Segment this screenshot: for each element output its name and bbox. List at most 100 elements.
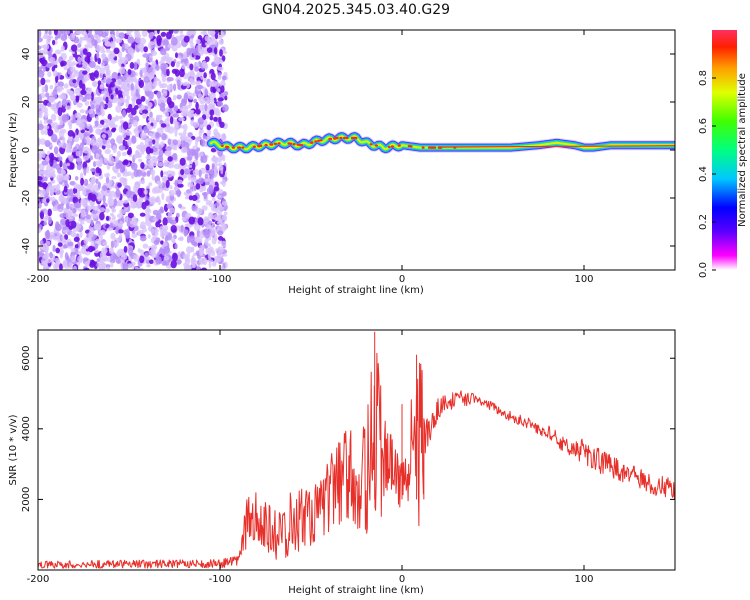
noise-blob — [195, 238, 199, 243]
noise-blob — [89, 182, 94, 188]
noise-blob — [216, 255, 222, 263]
noise-blob — [57, 107, 63, 117]
noise-blob — [219, 59, 223, 64]
1-xtick-label: -200 — [27, 574, 50, 585]
noise-blob — [72, 114, 76, 124]
noise-blob — [131, 233, 138, 238]
noise-blob — [160, 170, 164, 178]
noise-blob — [172, 152, 178, 161]
ridge-peak — [421, 146, 425, 149]
noise-blob — [193, 121, 199, 129]
noise-blob — [221, 179, 226, 188]
noise-blob — [94, 223, 102, 231]
noise-blob — [136, 204, 141, 209]
noise-blob — [171, 236, 176, 243]
noise-blob — [200, 123, 204, 129]
noise-blob — [171, 45, 178, 52]
noise-blob — [74, 87, 81, 95]
noise-blob — [216, 195, 222, 198]
noise-blob — [91, 145, 98, 154]
spectrogram-heatmap — [38, 30, 675, 270]
noise-blob — [38, 94, 42, 103]
noise-blob — [56, 33, 61, 39]
noise-blob — [44, 254, 50, 258]
noise-blob — [204, 103, 208, 112]
noise-blob — [160, 105, 166, 112]
noise-blob — [152, 68, 156, 75]
noise-blob — [183, 51, 188, 60]
noise-blob — [109, 121, 115, 129]
noise-blob — [44, 169, 49, 174]
noise-blob — [161, 133, 167, 141]
noise-blob — [94, 249, 99, 254]
snr-frame — [37, 329, 676, 571]
noise-blob — [119, 165, 126, 174]
noise-blob — [148, 72, 155, 80]
noise-blob — [51, 200, 56, 206]
noise-blob — [155, 131, 160, 139]
noise-blob — [174, 69, 180, 77]
noise-blob — [184, 168, 191, 175]
noise-blob — [94, 243, 99, 250]
noise-blob — [104, 148, 111, 155]
noise-blob — [183, 92, 189, 101]
noise-blob — [95, 178, 99, 184]
noise-blob — [203, 228, 209, 235]
noise-blob — [67, 241, 74, 247]
noise-blob — [196, 80, 202, 84]
0-xtick-label: 100 — [574, 274, 593, 285]
noise-blob — [209, 115, 214, 121]
noise-blob — [210, 82, 215, 87]
noise-blob — [130, 107, 137, 116]
noise-blob — [64, 173, 70, 181]
noise-blob — [80, 209, 86, 218]
noise-blob — [190, 119, 195, 126]
noise-blob — [97, 194, 102, 202]
noise-blob — [223, 91, 229, 96]
noise-blob — [192, 48, 199, 56]
noise-blob — [102, 94, 110, 98]
noise-blob — [66, 202, 70, 211]
noise-blob — [188, 195, 193, 201]
noise-blob — [213, 47, 218, 55]
noise-blob — [44, 111, 49, 119]
noise-blob — [117, 237, 122, 242]
ridge-peak — [292, 143, 296, 146]
noise-blob — [193, 242, 198, 247]
noise-blob — [145, 62, 149, 68]
noise-blob — [200, 155, 204, 163]
noise-blob — [101, 45, 105, 52]
noise-blob — [203, 216, 210, 223]
noise-blob — [208, 184, 214, 192]
noise-blob — [217, 236, 224, 241]
noise-blob — [116, 135, 123, 143]
noise-blob — [88, 245, 94, 253]
noise-blob — [222, 191, 227, 197]
noise-blob — [52, 236, 59, 241]
noise-blob — [140, 235, 147, 242]
noise-blob — [58, 156, 63, 161]
noise-blob — [40, 77, 46, 86]
noise-blob — [84, 44, 90, 48]
noise-blob — [183, 35, 190, 43]
noise-blob — [105, 48, 111, 53]
noise-blob — [184, 223, 190, 227]
noise-blob — [38, 70, 45, 78]
noise-blob — [179, 34, 184, 41]
noise-blob — [199, 48, 204, 56]
noise-blob — [144, 200, 150, 206]
noise-blob — [48, 30, 52, 36]
noise-blob — [148, 32, 154, 40]
noise-blob — [174, 179, 178, 187]
noise-blob — [126, 221, 131, 227]
noise-blob — [50, 113, 57, 122]
noise-blob — [192, 252, 197, 257]
noise-blob — [179, 30, 184, 34]
noise-blob — [160, 31, 167, 37]
noise-blob — [127, 123, 133, 128]
noise-blob — [145, 146, 152, 155]
noise-blob — [203, 72, 207, 79]
noise-blob — [57, 81, 64, 87]
noise-blob — [80, 198, 87, 206]
